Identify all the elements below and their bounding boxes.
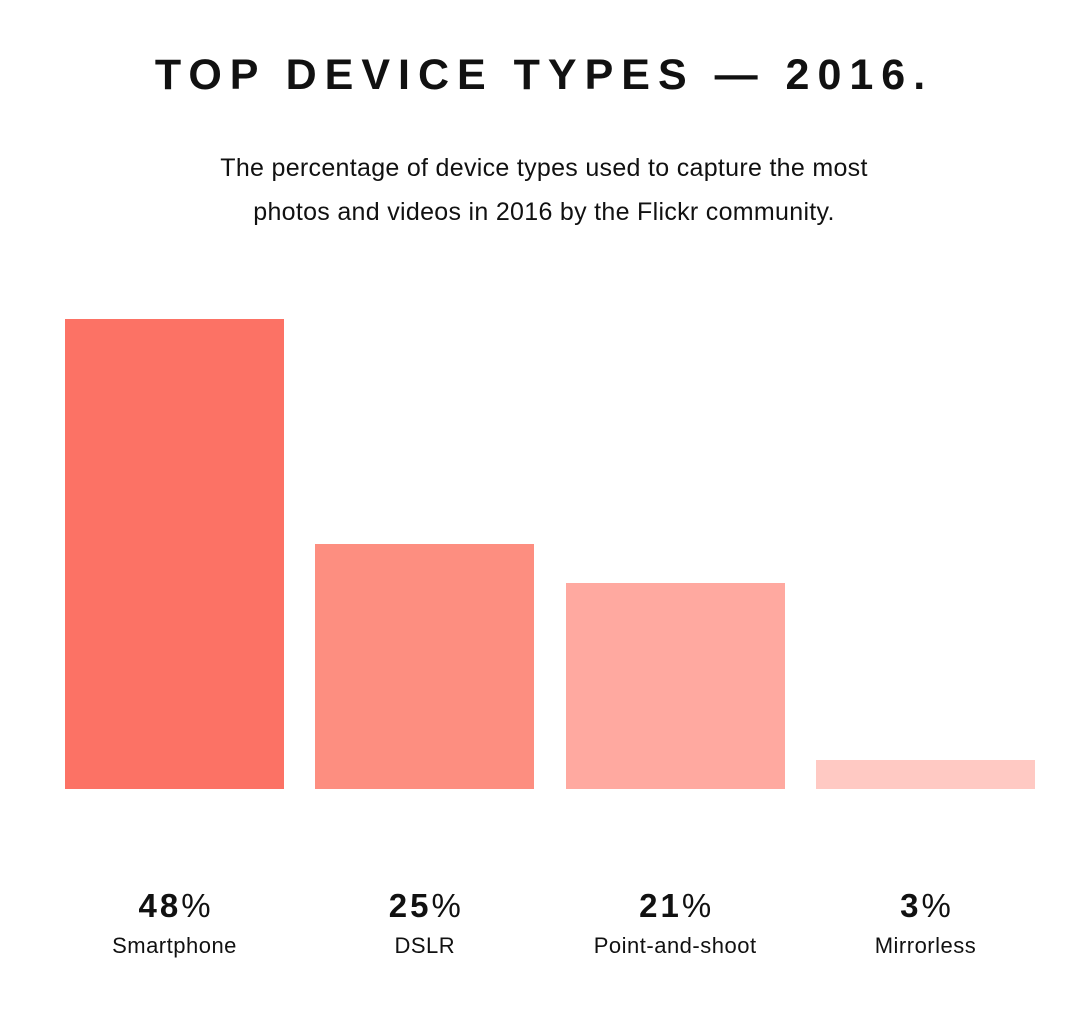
bar-mirrorless <box>815 759 1035 789</box>
percent-sign: % <box>181 887 211 924</box>
label-cell-smartphone: 48% Smartphone <box>65 889 284 958</box>
value-label-mirrorless: 3% <box>900 887 951 924</box>
chart-subtitle: The percentage of device types used to c… <box>0 146 1088 234</box>
percent-sign: % <box>921 887 951 924</box>
subtitle-line-1: The percentage of device types used to c… <box>220 154 868 182</box>
bar-point-and-shoot <box>565 583 785 789</box>
category-label-point-and-shoot: Point-and-shoot <box>593 933 757 958</box>
chart-title: TOP DEVICE TYPES — 2016. <box>154 51 934 99</box>
value-label-smartphone: 48% <box>138 887 211 924</box>
percent-sign: % <box>431 887 461 924</box>
bar-chart <box>65 319 1035 789</box>
value-label-dslr: 25% <box>388 887 461 924</box>
value-label-point-and-shoot: 21% <box>639 887 712 924</box>
bar-smartphone <box>65 319 284 789</box>
category-label-mirrorless: Mirrorless <box>874 933 977 958</box>
bar-dslr <box>315 544 535 789</box>
label-cell-point-and-shoot: 21% Point-and-shoot <box>566 889 785 958</box>
percent-sign: % <box>681 887 712 924</box>
category-label-dslr: DSLR <box>394 933 456 958</box>
label-cell-mirrorless: 3% Mirrorless <box>816 889 1035 958</box>
bar-labels-row: 48% Smartphone 25% DSLR 21% Point-and-shoot 3%… <box>65 889 1035 958</box>
label-cell-dslr: 25% DSLR <box>315 889 534 958</box>
category-label-smartphone: Smartphone <box>112 933 237 958</box>
subtitle-line-2: photos and videos in 2016 by the Flickr … <box>253 198 835 226</box>
